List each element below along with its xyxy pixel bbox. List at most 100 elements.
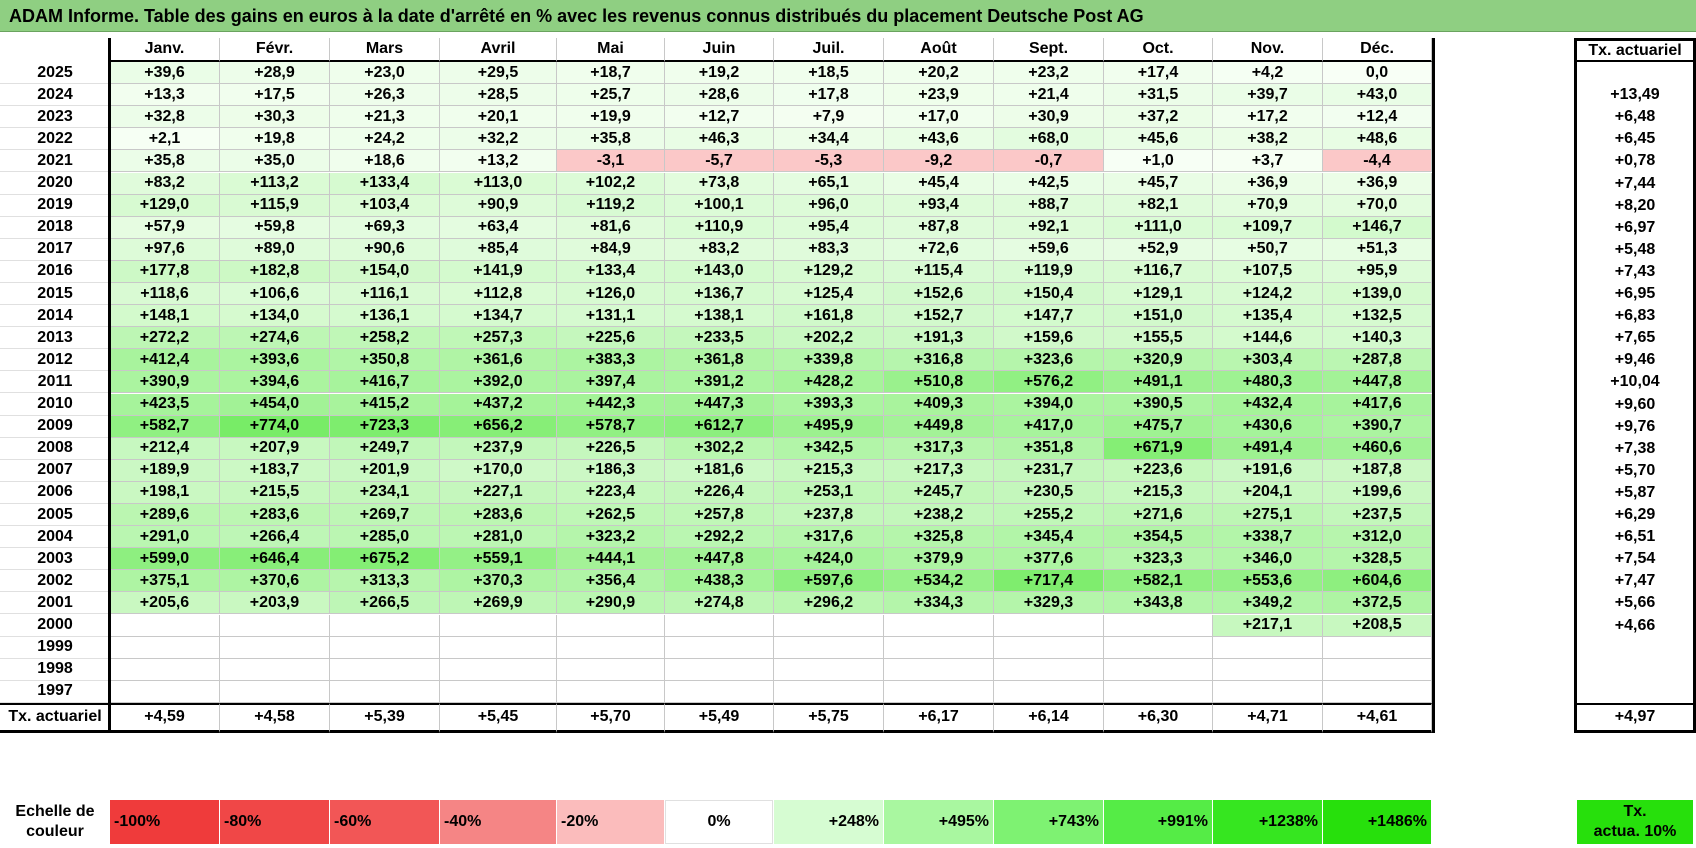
table-cell: +92,1 <box>994 216 1104 239</box>
table-cell: +109,7 <box>1213 216 1323 239</box>
footer-label: Tx. actuariel <box>0 702 110 733</box>
table-cell <box>1213 636 1323 659</box>
footer-cell: +6,30 <box>1104 702 1213 733</box>
table-cell <box>1213 680 1323 703</box>
table-cell <box>440 636 557 659</box>
table-cell: +449,8 <box>884 415 994 438</box>
table-cell: +415,2 <box>330 393 440 416</box>
year-label: 1998 <box>0 659 110 681</box>
table-cell: +19,2 <box>665 62 774 85</box>
table-cell: +255,2 <box>994 504 1104 527</box>
table-cell: +223,4 <box>557 481 665 504</box>
table-cell: +202,2 <box>774 327 884 350</box>
table-cell: +774,0 <box>220 415 330 438</box>
rate-cell: +9,76 <box>1614 417 1656 435</box>
year-label: 2003 <box>0 548 110 571</box>
year-label: 2010 <box>0 394 110 416</box>
table-cell: +95,9 <box>1323 260 1432 283</box>
year-label: 2018 <box>0 217 110 239</box>
table-cell: +23,0 <box>330 62 440 85</box>
table-cell <box>220 636 330 659</box>
table-cell: +63,4 <box>440 216 557 239</box>
table-cell: +136,1 <box>330 305 440 328</box>
table-cell: +97,6 <box>110 238 220 261</box>
rate-cell: +6,45 <box>1614 130 1656 148</box>
table-cell: +113,2 <box>220 172 330 195</box>
table-cell: +258,2 <box>330 327 440 350</box>
table-cell: +370,3 <box>440 570 557 593</box>
table-cell: +226,5 <box>557 437 665 460</box>
table-cell <box>330 658 440 681</box>
table-cell: +215,3 <box>1104 481 1213 504</box>
table-cell: +17,4 <box>1104 62 1213 85</box>
table-cell: +100,1 <box>665 194 774 217</box>
table-cell: +312,0 <box>1323 526 1432 549</box>
table-cell: +134,0 <box>220 305 330 328</box>
table-cell: +671,9 <box>1104 437 1213 460</box>
table-cell: +356,4 <box>557 570 665 593</box>
table-cell: +81,6 <box>557 216 665 239</box>
table-cell: +189,9 <box>110 459 220 482</box>
table-cell: +287,8 <box>1323 349 1432 372</box>
table-cell: +215,3 <box>774 459 884 482</box>
table-cell: +90,6 <box>330 238 440 261</box>
table-cell: +576,2 <box>994 371 1104 394</box>
table-cell <box>1104 658 1213 681</box>
table-cell: +231,7 <box>994 459 1104 482</box>
year-label: 2006 <box>0 482 110 504</box>
table-cell: +266,4 <box>220 526 330 549</box>
table-cell: +48,6 <box>1323 128 1432 151</box>
table-cell <box>774 680 884 703</box>
table-cell: 0,0 <box>1323 62 1432 85</box>
table-cell: +42,5 <box>994 172 1104 195</box>
table-cell: +85,4 <box>440 238 557 261</box>
table-cell: +181,6 <box>665 459 774 482</box>
table-cell: +17,2 <box>1213 106 1323 129</box>
table-cell: +135,4 <box>1213 305 1323 328</box>
table-cell <box>330 614 440 637</box>
table-cell: +18,5 <box>774 62 884 85</box>
table-cell: +102,2 <box>557 172 665 195</box>
table-cell: +88,7 <box>994 194 1104 217</box>
table-cell: +2,1 <box>110 128 220 151</box>
table-cell: +113,0 <box>440 172 557 195</box>
table-cell <box>665 658 774 681</box>
table-cell: +186,3 <box>557 459 665 482</box>
footer-cell: +6,17 <box>884 702 994 733</box>
page-title: ADAM Informe. Table des gains en euros à… <box>0 0 1696 32</box>
table-cell: -0,7 <box>994 150 1104 173</box>
table-cell: +438,3 <box>665 570 774 593</box>
table-cell: +126,0 <box>557 283 665 306</box>
table-cell: +93,4 <box>884 194 994 217</box>
table-cell: +233,5 <box>665 327 774 350</box>
table-cell: +35,0 <box>220 150 330 173</box>
table-cell: +23,9 <box>884 84 994 107</box>
table-cell: +375,1 <box>110 570 220 593</box>
table-cell: +447,8 <box>665 548 774 571</box>
year-label: 2011 <box>0 371 110 394</box>
table-cell: +103,4 <box>330 194 440 217</box>
table-cell: +30,3 <box>220 106 330 129</box>
table-cell: +143,0 <box>665 260 774 283</box>
table-cell: +35,8 <box>110 150 220 173</box>
table-cell: +148,1 <box>110 305 220 328</box>
month-header: Juin <box>665 38 774 62</box>
table-cell: +129,0 <box>110 194 220 217</box>
table-cell: +73,8 <box>665 172 774 195</box>
table-cell: +187,8 <box>1323 459 1432 482</box>
table-cell: +147,7 <box>994 305 1104 328</box>
rate-cell: +0,78 <box>1614 152 1656 170</box>
rate-cell: +6,48 <box>1614 108 1656 126</box>
table-cell: +152,7 <box>884 305 994 328</box>
table-cell: +23,2 <box>994 62 1104 85</box>
table-cell: +217,3 <box>884 459 994 482</box>
month-header: Avril <box>440 38 557 62</box>
table-cell: +4,2 <box>1213 62 1323 85</box>
table-cell: +133,4 <box>557 260 665 283</box>
year-label: 1999 <box>0 637 110 659</box>
table-cell: +604,6 <box>1323 570 1432 593</box>
rate-cell: +6,97 <box>1614 218 1656 236</box>
table-cell <box>665 680 774 703</box>
table-cell: +32,8 <box>110 106 220 129</box>
table-cell: +90,9 <box>440 194 557 217</box>
